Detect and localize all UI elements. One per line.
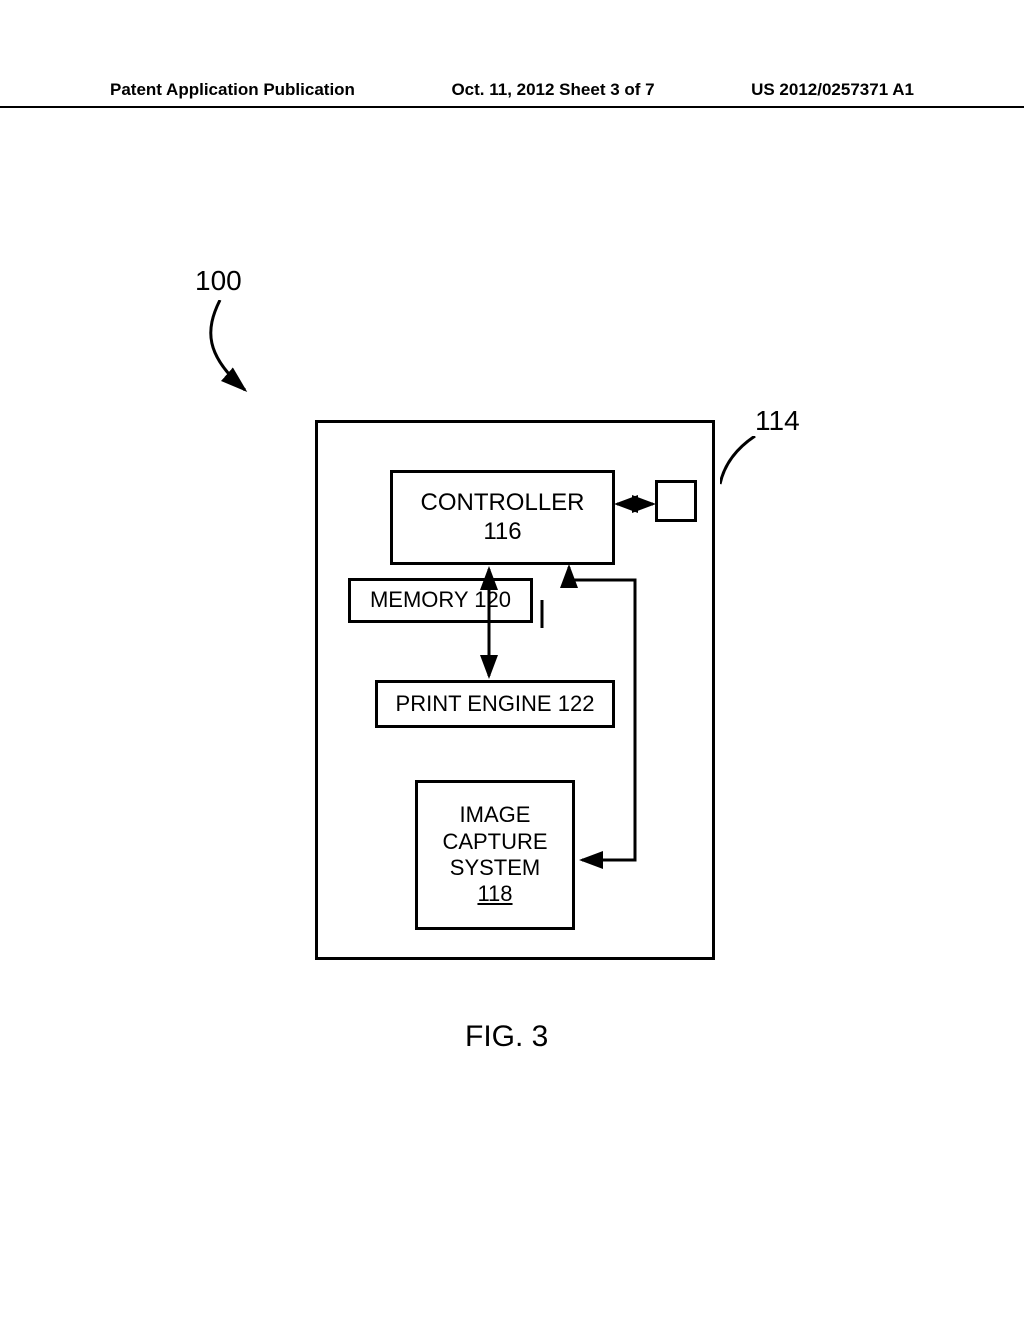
memory-label: MEMORY 120 (351, 587, 530, 613)
image-capture-l2: CAPTURE (418, 829, 572, 855)
port-block (655, 480, 697, 522)
page-header: Patent Application Publication Oct. 11, … (0, 80, 1024, 108)
arrow-controller-printengine (480, 565, 498, 680)
image-capture-l1: IMAGE (418, 802, 572, 828)
image-capture-block: IMAGE CAPTURE SYSTEM 118 (415, 780, 575, 930)
arrow-controller-imagecapture (560, 565, 640, 870)
arrow-memory-controller (535, 600, 549, 630)
lead-arrow-100 (200, 300, 280, 400)
controller-block: CONTROLLER 116 (390, 470, 615, 565)
lead-line-114 (720, 436, 760, 496)
memory-block: MEMORY 120 (348, 578, 533, 623)
ref-number-114: 114 (755, 405, 800, 437)
header-right: US 2012/0257371 A1 (751, 80, 914, 100)
ref-number-100: 100 (195, 265, 242, 297)
header-left: Patent Application Publication (110, 80, 355, 100)
image-capture-number: 118 (418, 881, 572, 907)
figure-label: FIG. 3 (465, 1020, 548, 1054)
controller-label: CONTROLLER (393, 489, 612, 518)
controller-number: 116 (393, 518, 612, 547)
image-capture-l3: SYSTEM (418, 855, 572, 881)
header-center: Oct. 11, 2012 Sheet 3 of 7 (451, 80, 654, 100)
arrow-controller-port (615, 497, 655, 511)
